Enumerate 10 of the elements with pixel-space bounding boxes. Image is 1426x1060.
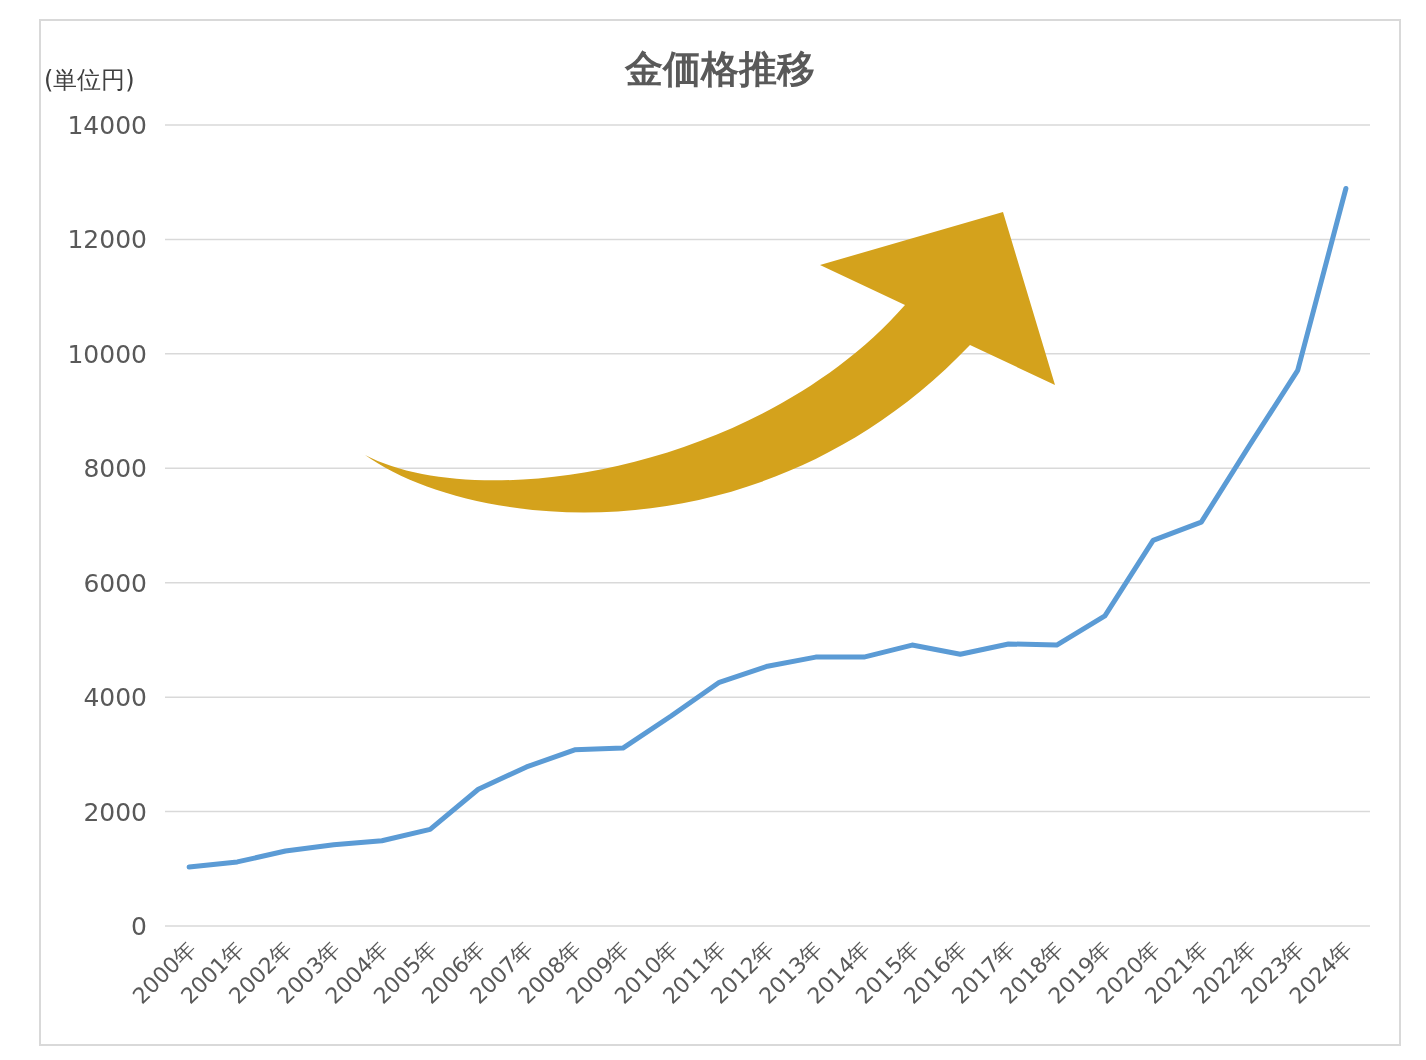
y-tick-label: 4000 — [83, 683, 147, 713]
y-tick-label: 6000 — [83, 568, 147, 598]
y-axis-title: (単位円) — [44, 66, 135, 94]
y-tick-label: 0 — [131, 912, 147, 941]
chart-title: 金価格推移 — [624, 47, 815, 91]
y-tick-label: 2000 — [83, 797, 147, 827]
y-tick-label: 14000 — [67, 111, 147, 140]
y-tick-label: 8000 — [83, 454, 147, 484]
y-tick-label: 12000 — [67, 225, 147, 255]
y-tick-label: 10000 — [67, 339, 147, 369]
